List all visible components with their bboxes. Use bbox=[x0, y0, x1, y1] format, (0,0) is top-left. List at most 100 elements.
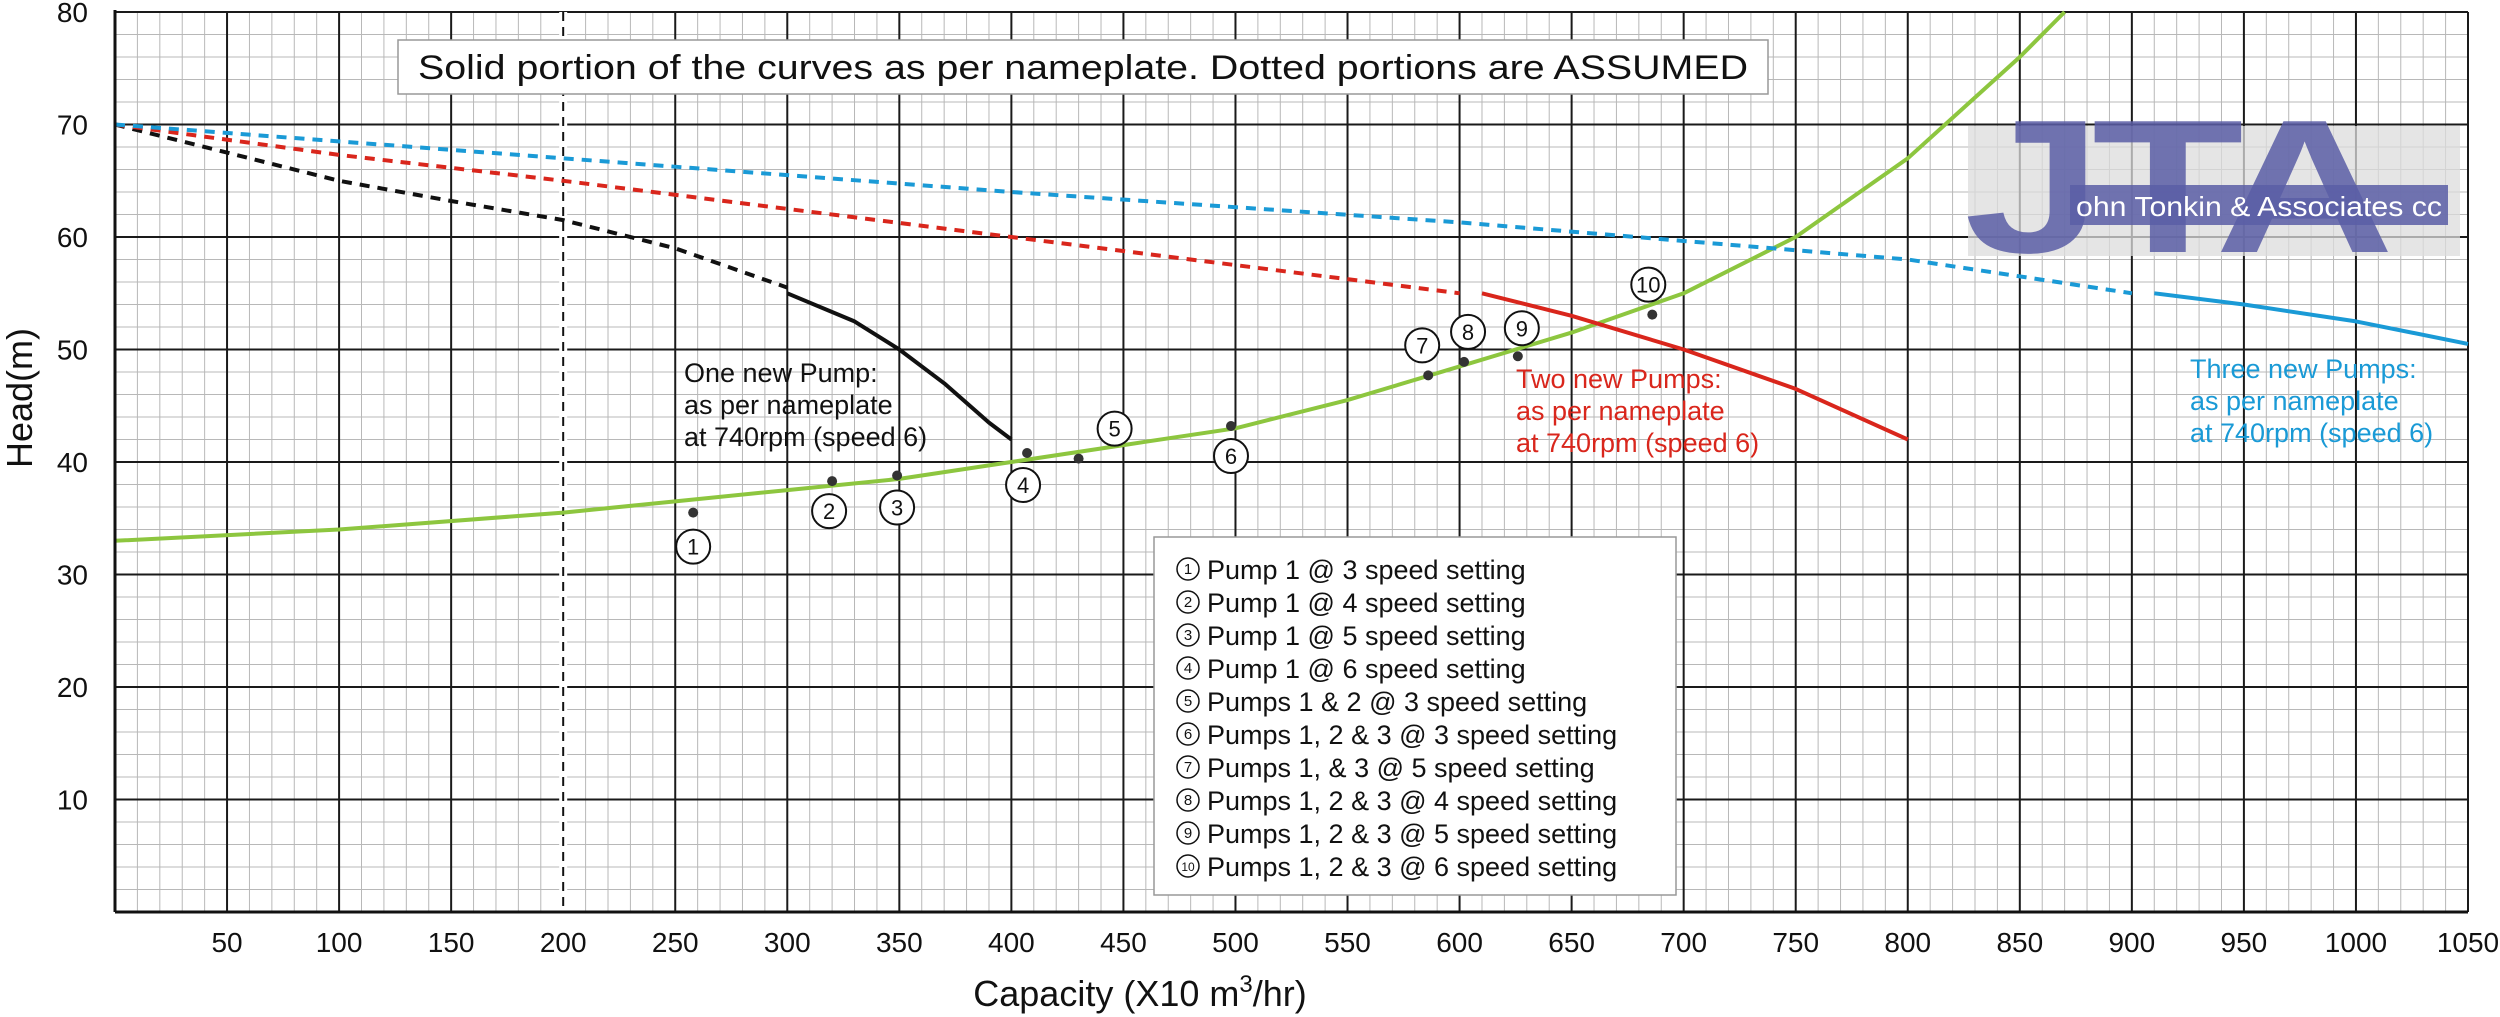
x-tick-label: 1000 bbox=[2325, 927, 2387, 958]
y-tick-label: 30 bbox=[57, 560, 88, 591]
annotation-0-line-1: as per nameplate bbox=[684, 390, 893, 420]
point-label-7: 7 bbox=[1416, 333, 1428, 358]
point-label-5: 5 bbox=[1108, 417, 1120, 442]
y-tick-label: 70 bbox=[57, 110, 88, 141]
point-label-4: 4 bbox=[1017, 473, 1029, 498]
x-tick-label: 200 bbox=[540, 927, 587, 958]
y-tick-label: 40 bbox=[57, 447, 88, 478]
point-label-6: 6 bbox=[1225, 444, 1237, 469]
legend-item-6: Pumps 1, 2 & 3 @ 3 speed setting bbox=[1207, 720, 1617, 750]
company-logo: JTAohn Tonkin & Associates cc bbox=[1964, 81, 2460, 293]
note-box bbox=[397, 39, 1769, 95]
x-tick-label: 450 bbox=[1100, 927, 1147, 958]
data-point-6 bbox=[1225, 421, 1236, 431]
point-label-9: 9 bbox=[1516, 316, 1528, 341]
point-label-circle-9 bbox=[1503, 310, 1540, 347]
x-tick-label: 100 bbox=[316, 927, 363, 958]
point-label-circle-4 bbox=[1005, 467, 1042, 503]
legend-item-num-6: 6 bbox=[1184, 726, 1192, 743]
series-line-6 bbox=[2154, 291, 2469, 346]
legend-item-circle-10 bbox=[1176, 854, 1200, 878]
annotation-0-line-0: One new Pump: bbox=[684, 358, 878, 388]
legend-item-3: Pump 1 @ 5 speed setting bbox=[1207, 621, 1526, 651]
point-label-3: 3 bbox=[891, 496, 903, 521]
x-tick-label: 900 bbox=[2108, 927, 2155, 958]
legend-item-7: Pumps 1, & 3 @ 5 speed setting bbox=[1207, 753, 1595, 783]
point-label-circle-3 bbox=[879, 489, 916, 526]
x-tick-label: 550 bbox=[1324, 927, 1371, 958]
y-tick-label: 20 bbox=[57, 672, 88, 703]
x-tick-label: 800 bbox=[1884, 927, 1931, 958]
annotation-1-line-1: as per nameplate bbox=[1516, 396, 1725, 426]
legend-item-circle-1 bbox=[1176, 557, 1200, 581]
y-tick-label: 50 bbox=[57, 335, 88, 366]
legend-item-num-3: 3 bbox=[1184, 627, 1192, 644]
legend-item-circle-8 bbox=[1176, 788, 1200, 812]
x-tick-label: 50 bbox=[211, 927, 242, 958]
legend-item-num-8: 8 bbox=[1184, 792, 1192, 809]
y-tick-label: 10 bbox=[57, 785, 88, 816]
legend-item-circle-3 bbox=[1176, 623, 1200, 647]
point-label-circle-5 bbox=[1096, 410, 1133, 447]
legend-item-circle-5 bbox=[1176, 689, 1200, 713]
point-label-10: 10 bbox=[1636, 273, 1660, 298]
data-point-7 bbox=[1423, 370, 1434, 381]
annotation-2-line-1: as per nameplate bbox=[2190, 386, 2399, 416]
legend-item-5: Pumps 1 & 2 @ 3 speed setting bbox=[1207, 687, 1587, 717]
point-label-circle-7 bbox=[1404, 327, 1441, 364]
legend-item-num-9: 9 bbox=[1184, 825, 1192, 842]
note-text: Solid portion of the curves as per namep… bbox=[418, 49, 1748, 87]
legend: 1 Pump 1 @ 3 speed setting 2 Pump 1 @ 4 spe… bbox=[1153, 536, 1677, 896]
series-line-0 bbox=[114, 10, 2067, 543]
data-point-4 bbox=[1022, 448, 1033, 458]
legend-item-9: Pumps 1, 2 & 3 @ 5 speed setting bbox=[1207, 819, 1617, 849]
x-tick-label: 950 bbox=[2221, 927, 2268, 958]
data-point-3 bbox=[892, 470, 903, 481]
x-tick-label: 250 bbox=[652, 927, 699, 958]
annotation-2-line-0: Three new Pumps: bbox=[2190, 354, 2417, 384]
point-label-circle-8 bbox=[1450, 313, 1487, 350]
data-point-8 bbox=[1459, 356, 1470, 367]
data-point-5 bbox=[1073, 453, 1084, 464]
x-tick-label: 650 bbox=[1548, 927, 1595, 958]
y-axis-title: Head(m) bbox=[0, 328, 40, 468]
x-tick-label: 350 bbox=[876, 927, 923, 958]
point-label-1: 1 bbox=[687, 535, 699, 560]
legend-item-circle-4 bbox=[1176, 656, 1200, 680]
annotation-1-line-2: at 740rpm (speed 6) bbox=[1516, 428, 1759, 458]
x-tick-label: 300 bbox=[764, 927, 811, 958]
legend-item-num-1: 1 bbox=[1184, 561, 1192, 578]
x-tick-label: 750 bbox=[1772, 927, 1819, 958]
annotation-0-line-2: at 740rpm (speed 6) bbox=[684, 422, 927, 452]
logo-name-band bbox=[2070, 185, 2448, 225]
annotation-2-line-2: at 740rpm (speed 6) bbox=[2190, 418, 2433, 448]
legend-item-circle-7 bbox=[1176, 755, 1200, 779]
legend-item-circle-9 bbox=[1176, 821, 1200, 845]
points-layer: 1 2 3 4 5 6 7 8 9 10 bbox=[675, 266, 1667, 565]
series-layer bbox=[114, 10, 2469, 543]
point-label-circle-1 bbox=[675, 528, 712, 565]
legend-item-2: Pump 1 @ 4 speed setting bbox=[1207, 588, 1526, 618]
x-tick-label: 1050 bbox=[2437, 927, 2499, 958]
annotation-1-line-0: Two new Pumps: bbox=[1516, 364, 1722, 394]
x-tick-label: 500 bbox=[1212, 927, 1259, 958]
legend-item-circle-6 bbox=[1176, 722, 1200, 746]
x-tick-label: 150 bbox=[428, 927, 475, 958]
point-label-circle-6 bbox=[1212, 438, 1249, 474]
point-label-8: 8 bbox=[1462, 320, 1474, 345]
series-line-4 bbox=[1481, 291, 1909, 442]
x-tick-label: 700 bbox=[1660, 927, 1707, 958]
y-tick-label: 80 bbox=[57, 0, 88, 28]
legend-item-num-2: 2 bbox=[1184, 594, 1192, 611]
x-tick-label: 600 bbox=[1436, 927, 1483, 958]
series-line-2 bbox=[786, 291, 1013, 442]
legend-item-4: Pump 1 @ 6 speed setting bbox=[1207, 654, 1526, 684]
x-tick-label: 400 bbox=[988, 927, 1035, 958]
legend-item-circle-2 bbox=[1176, 590, 1200, 614]
point-label-2: 2 bbox=[823, 499, 835, 524]
x-tick-label: 850 bbox=[1996, 927, 2043, 958]
text-layer: Capacity (X10 m3/hr) Head(m) Solid portion… bbox=[0, 39, 2433, 1014]
axes-layer bbox=[113, 10, 2468, 914]
